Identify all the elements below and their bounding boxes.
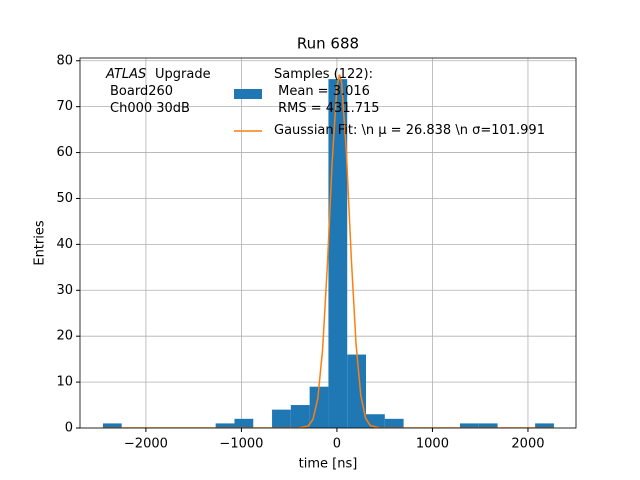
y-tick-label: 70 xyxy=(56,99,73,114)
histogram-bar xyxy=(290,405,310,428)
legend-label: Samples (122): Mean = 3.016 RMS = 431.71… xyxy=(274,67,380,116)
y-tick-label: 10 xyxy=(56,375,73,390)
histogram-bar xyxy=(459,423,479,428)
plot-frame xyxy=(79,57,577,429)
chart-title: Run 688 xyxy=(297,35,359,53)
x-tick-label: 0 xyxy=(333,437,341,452)
y-tick-label: 80 xyxy=(56,53,73,68)
histogram-bar xyxy=(215,423,235,428)
legend-swatch xyxy=(234,89,262,99)
y-tick-label: 30 xyxy=(56,283,73,298)
histogram-bar xyxy=(328,79,348,428)
legend-label: Gaussian Fit: \n μ = 26.838 \n σ=101.991 xyxy=(274,123,545,138)
annotation: Board260 xyxy=(110,84,174,99)
x-tick-label: 1000 xyxy=(416,437,449,452)
histogram-bar xyxy=(535,423,554,428)
histogram-bar xyxy=(102,423,122,428)
x-tick-label: −1000 xyxy=(219,437,263,452)
plot-data xyxy=(102,74,554,428)
histogram-bar xyxy=(234,418,254,428)
histogram-bar xyxy=(347,354,367,428)
x-axis-label: time [ns] xyxy=(299,457,358,472)
y-tick-label: 20 xyxy=(56,329,73,344)
x-tick-label: −2000 xyxy=(124,437,168,452)
annotation: Upgrade xyxy=(155,67,211,82)
fit-line xyxy=(102,74,554,428)
histogram-bar xyxy=(309,386,329,428)
y-axis-label: Entries xyxy=(33,220,48,266)
y-tick-label: 50 xyxy=(56,191,73,206)
x-tick-label: 2000 xyxy=(511,437,544,452)
y-tick-label: 0 xyxy=(65,421,73,436)
histogram-bar xyxy=(384,418,404,428)
annotation: Ch000 30dB xyxy=(110,101,190,116)
y-tick-label: 60 xyxy=(56,145,73,160)
annotation: ATLAS xyxy=(106,67,147,82)
histogram-bar xyxy=(366,414,385,428)
histogram-bar xyxy=(272,409,291,428)
y-tick-label: 40 xyxy=(56,237,73,252)
histogram-bar xyxy=(478,423,498,428)
